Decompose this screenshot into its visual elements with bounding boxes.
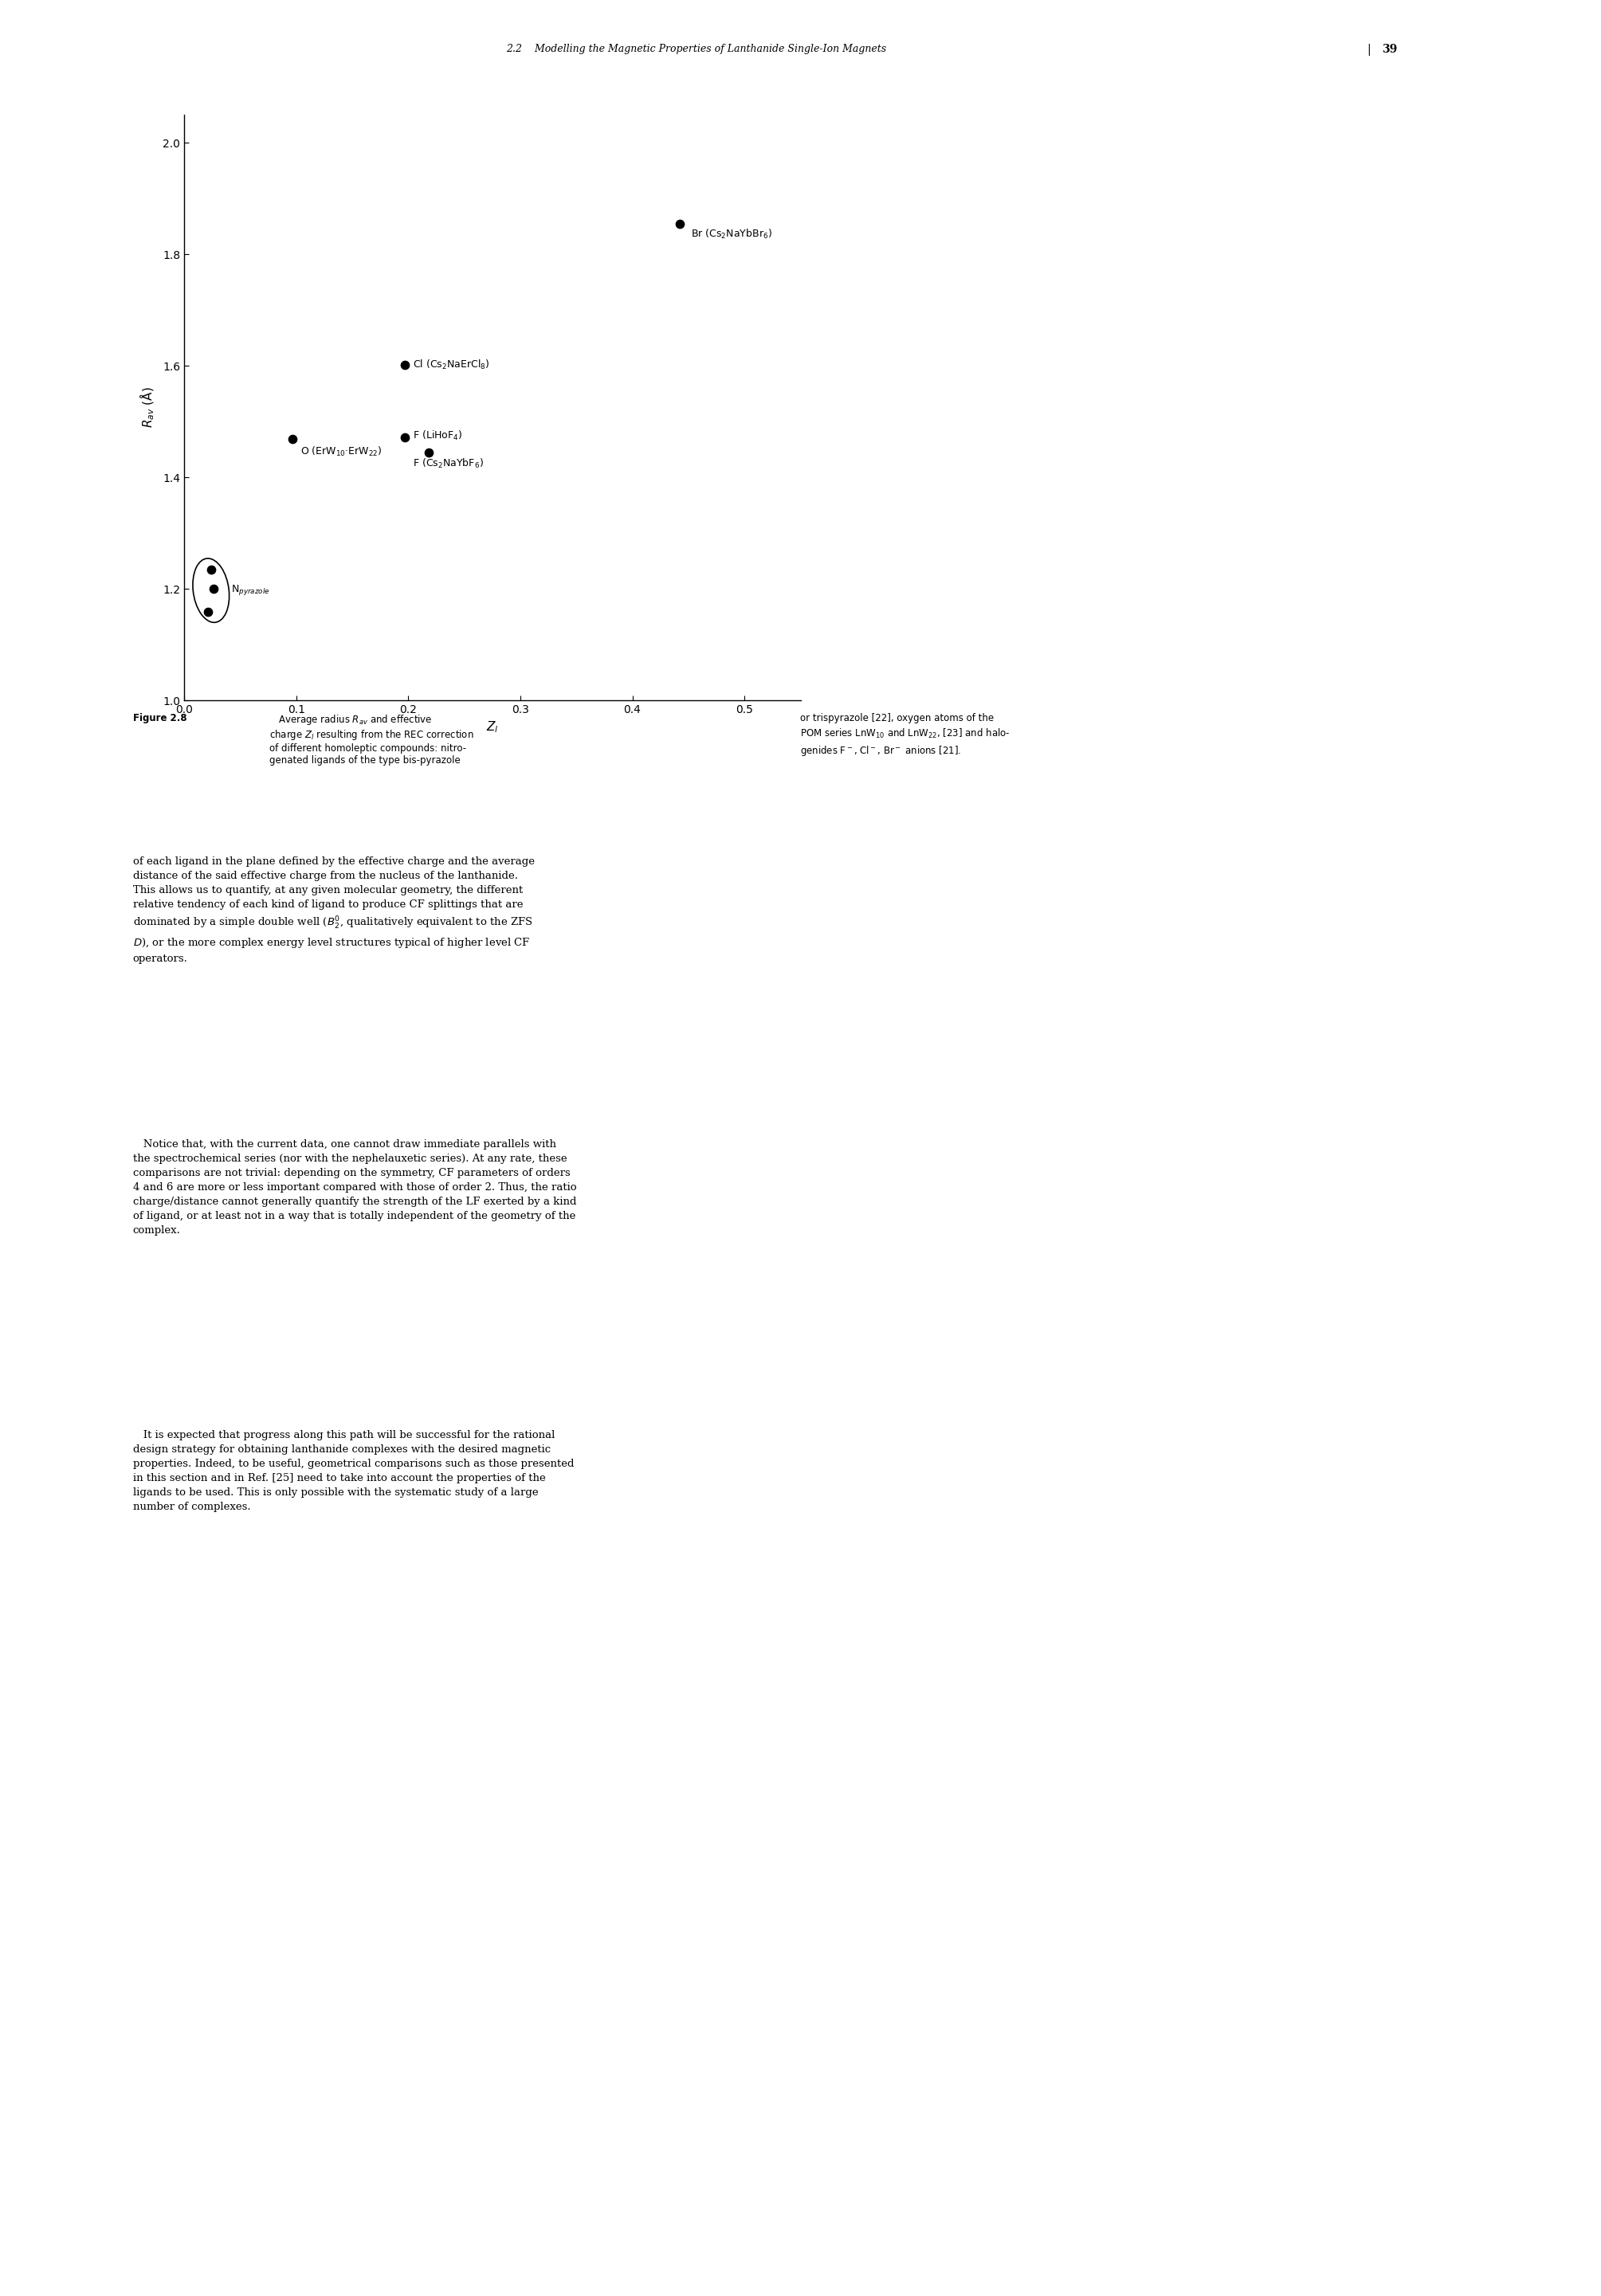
Text: O (ErW$_{10}$·ErW$_{22}$): O (ErW$_{10}$·ErW$_{22}$) bbox=[301, 445, 383, 459]
Text: Average radius $R_{av}$ and effective
charge $Z_l$ resulting from the REC correc: Average radius $R_{av}$ and effective ch… bbox=[269, 714, 474, 767]
Text: F (LiHoF$_4$): F (LiHoF$_4$) bbox=[413, 429, 463, 443]
X-axis label: $Z_l$: $Z_l$ bbox=[487, 719, 498, 735]
Text: |: | bbox=[1367, 44, 1370, 55]
Text: or trispyrazole [22], oxygen atoms of the
POM series LnW$_{10}$ and LnW$_{22}$, : or trispyrazole [22], oxygen atoms of th… bbox=[800, 714, 1010, 758]
Point bbox=[392, 347, 418, 383]
Point bbox=[416, 434, 442, 471]
Text: Br (Cs$_2$NaYbBr$_6$): Br (Cs$_2$NaYbBr$_6$) bbox=[690, 227, 772, 241]
Point bbox=[280, 420, 306, 457]
Point bbox=[666, 204, 692, 241]
Text: Cl (Cs$_2$NaErCl$_8$): Cl (Cs$_2$NaErCl$_8$) bbox=[413, 358, 490, 372]
Text: Notice that, with the current data, one cannot draw immediate parallels with
the: Notice that, with the current data, one … bbox=[133, 1139, 576, 1235]
Y-axis label: $R_{av}$ (Å): $R_{av}$ (Å) bbox=[138, 388, 155, 427]
Text: It is expected that progress along this path will be successful for the rational: It is expected that progress along this … bbox=[133, 1430, 575, 1513]
Text: 2.2    Modelling the Magnetic Properties of Lanthanide Single-Ion Magnets: 2.2 Modelling the Magnetic Properties of… bbox=[506, 44, 887, 55]
Text: 39: 39 bbox=[1382, 44, 1398, 55]
Point bbox=[392, 418, 418, 455]
Point bbox=[199, 551, 224, 588]
Point bbox=[195, 595, 221, 631]
Point bbox=[200, 569, 226, 606]
Text: N$_{pyrazole}$: N$_{pyrazole}$ bbox=[231, 583, 271, 597]
Text: Figure 2.8: Figure 2.8 bbox=[133, 714, 187, 723]
Text: of each ligand in the plane defined by the effective charge and the average
dist: of each ligand in the plane defined by t… bbox=[133, 856, 535, 964]
Text: F (Cs$_2$NaYbF$_6$): F (Cs$_2$NaYbF$_6$) bbox=[413, 457, 484, 471]
